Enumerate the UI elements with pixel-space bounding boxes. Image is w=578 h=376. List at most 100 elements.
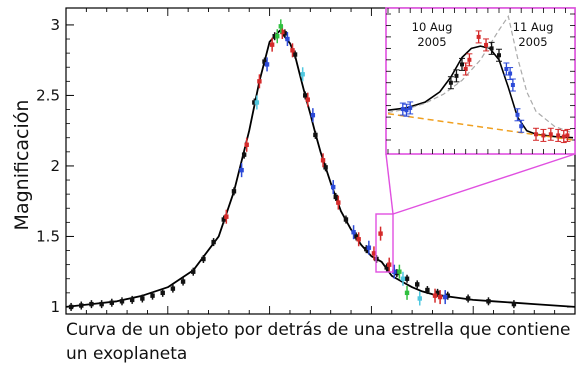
data-point	[445, 293, 450, 298]
inset-data-point	[460, 62, 464, 67]
data-point	[262, 59, 267, 64]
data-point	[269, 42, 275, 47]
data-point	[150, 293, 155, 298]
data-point	[285, 36, 290, 42]
data-point	[160, 290, 165, 296]
figure-caption: Curva de un objeto por detrás de una est…	[66, 320, 571, 364]
data-point	[290, 48, 295, 53]
data-point	[68, 304, 74, 310]
data-point	[351, 230, 356, 235]
zoom-connector-upper	[385, 153, 394, 215]
data-point	[129, 297, 135, 303]
data-point	[272, 34, 277, 39]
data-point	[320, 158, 326, 163]
y-tick-label: 2.5	[36, 86, 60, 104]
inset-data-point	[467, 57, 472, 62]
data-point	[180, 279, 186, 284]
data-point	[443, 294, 448, 300]
data-point	[417, 296, 422, 301]
data-point	[343, 217, 349, 222]
data-point	[366, 245, 372, 250]
data-point	[384, 265, 389, 270]
data-point	[333, 194, 338, 200]
data-point	[364, 246, 369, 252]
inset-data-point	[508, 71, 513, 76]
data-point	[397, 269, 402, 274]
data-point	[300, 72, 305, 77]
data-point	[278, 24, 283, 29]
inset-data-point	[504, 66, 509, 71]
data-point	[224, 214, 229, 219]
data-point	[201, 256, 206, 262]
data-point	[425, 287, 430, 293]
data-point	[282, 31, 288, 36]
data-point	[371, 251, 377, 256]
data-point	[275, 34, 280, 39]
data-point	[280, 29, 285, 35]
data-point	[221, 217, 226, 222]
inset-data-point	[489, 46, 494, 51]
inset-annotation-aug10: 10 Aug 2005	[412, 20, 453, 49]
data-point	[79, 303, 84, 308]
data-point	[109, 300, 115, 305]
data-point	[336, 200, 341, 205]
inset-no-planet-curve	[387, 14, 574, 134]
data-point	[264, 62, 270, 67]
zoom-region-box	[375, 213, 394, 273]
data-point	[254, 100, 260, 105]
main-plot-area	[65, 19, 576, 311]
data-point	[404, 276, 410, 281]
y-axis-label: Magnificación	[11, 100, 33, 231]
inset-data-point	[400, 107, 405, 112]
data-point	[140, 296, 145, 301]
inset-data-point	[519, 124, 524, 129]
data-point	[252, 100, 257, 105]
data-point	[404, 290, 410, 296]
inset-data-point	[454, 73, 459, 78]
data-point	[244, 142, 249, 147]
data-point	[99, 301, 104, 307]
inset-data-point	[497, 53, 501, 58]
inset-data-point	[534, 132, 538, 137]
inset-data-point	[448, 80, 453, 85]
data-point	[191, 269, 196, 274]
data-point	[437, 294, 443, 300]
inset-data-point	[561, 134, 566, 139]
y-tick-label: 1.5	[36, 227, 60, 245]
y-tick-label: 3	[50, 16, 60, 34]
data-point	[387, 262, 392, 267]
inset-data-point	[484, 42, 489, 47]
data-point	[257, 79, 262, 84]
inset-annotation-aug11: 11 Aug 2005	[513, 20, 554, 49]
inset-data-point	[556, 133, 561, 138]
inset-data-point	[541, 133, 546, 138]
data-point	[465, 296, 471, 301]
data-point	[211, 239, 216, 245]
inset-data-point	[515, 112, 520, 117]
y-tick-label: 2	[50, 157, 60, 175]
data-point	[305, 97, 310, 102]
data-point	[331, 184, 336, 190]
data-point	[303, 93, 308, 98]
inset-data-point	[476, 34, 481, 39]
data-point	[432, 293, 438, 298]
zoom-connector-lower	[392, 153, 576, 215]
data-point	[378, 231, 383, 236]
data-point	[313, 132, 318, 138]
data-point	[241, 152, 247, 157]
data-point	[415, 282, 420, 287]
inset-data-point	[510, 83, 515, 88]
inset-data-point	[408, 105, 413, 110]
data-point	[292, 52, 298, 57]
main-plot-ticks: 1 1.5 2 2.5 3	[36, 8, 576, 316]
inset-data-point	[404, 108, 409, 113]
data-point	[400, 276, 406, 281]
inset-data-point	[548, 132, 553, 137]
data-point	[435, 290, 440, 296]
data-point	[231, 189, 237, 194]
data-point	[511, 301, 517, 307]
data-point	[486, 299, 491, 304]
inset-data-point	[565, 133, 570, 138]
data-point	[89, 301, 94, 307]
